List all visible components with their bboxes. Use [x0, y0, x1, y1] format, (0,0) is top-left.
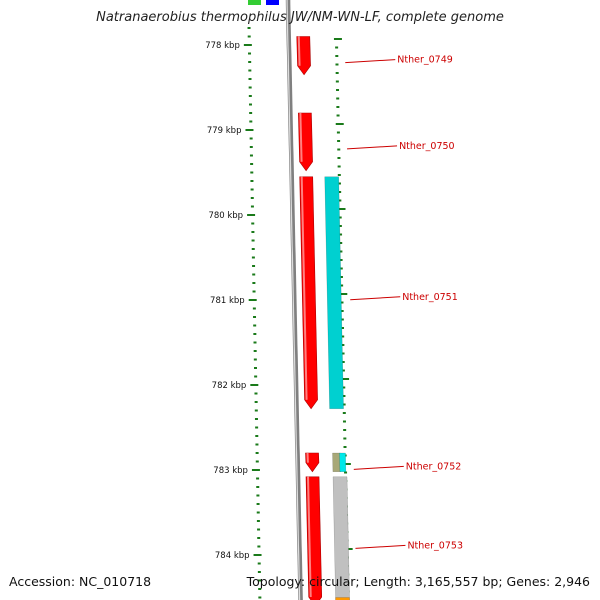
- label-connector: [345, 59, 396, 64]
- gene-arrow-highlight: [297, 36, 301, 66]
- tick-label: 782 kbp: [212, 381, 247, 391]
- gene-arrow-highlight: [307, 476, 312, 598]
- gene-label-nther_0751: Nther_0751: [402, 292, 458, 303]
- label-connector: [353, 465, 404, 470]
- gene-arrow-nther_0751: [299, 176, 318, 410]
- top-green-feature: [248, 0, 261, 5]
- backbone-highlight: [286, 0, 301, 600]
- tick-label: 779 kbp: [207, 126, 242, 136]
- tick-label: 784 kbp: [215, 551, 250, 561]
- gene-arrow-highlight: [299, 112, 303, 162]
- genome-backbone: [285, 0, 303, 600]
- gene-label-nther_0749: Nther_0749: [397, 55, 453, 66]
- feature-cds-0751: [324, 176, 344, 410]
- feature-cds-0752: [339, 452, 347, 472]
- feature-gene-0753: [332, 476, 350, 600]
- gene-label-nther_0753: Nther_0753: [407, 540, 463, 551]
- gene-label-nther_0752: Nther_0752: [406, 461, 462, 472]
- label-connector: [350, 296, 401, 301]
- gene-arrow-nther_0752: [305, 452, 320, 473]
- tick-label: 780 kbp: [208, 211, 243, 221]
- feature-orange-0754: [335, 597, 350, 600]
- topology-text: Topology: circular; Length: 3,165,557 bp…: [246, 574, 590, 589]
- top-blue-feature: [266, 0, 279, 5]
- label-connector: [355, 544, 406, 549]
- map-title: Natranaerobius thermophilus JW/NM-WN-LF,…: [96, 10, 504, 25]
- tick-label: 781 kbp: [210, 296, 245, 306]
- gene-arrow-highlight: [300, 176, 308, 400]
- tick-label: 783 kbp: [213, 466, 248, 476]
- accession-text: Accession: NC_010718: [9, 574, 152, 589]
- label-connector: [347, 145, 398, 150]
- tick-label: 778 kbp: [205, 41, 240, 51]
- gene-label-nther_0750: Nther_0750: [399, 141, 455, 152]
